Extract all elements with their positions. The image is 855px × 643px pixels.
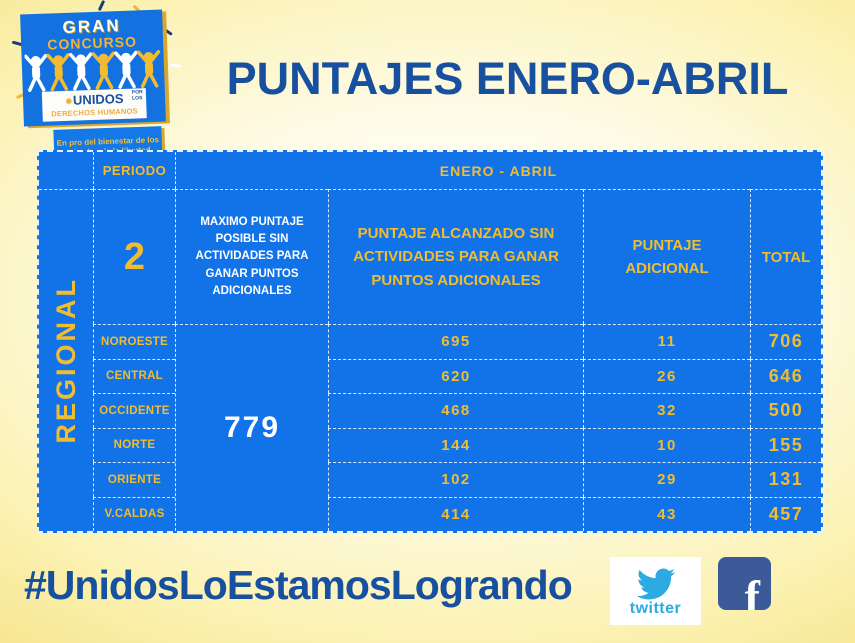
sun-icon: ✸ [64,96,74,109]
logo-card: GRAN CONCURSO [20,9,166,127]
regional-group-header: REGIONAL [39,189,93,531]
enero-abril-header: ENERO - ABRIL [175,152,821,189]
table-row-region: OCCIDENTE [93,393,175,428]
table-row-region: CENTRAL [93,358,175,393]
table-cell-additional: 11 [583,324,750,359]
regional-label: REGIONAL [50,277,81,444]
table-cell-achieved: 144 [328,427,583,462]
table-cell-additional: 43 [583,496,750,531]
table-cell-achieved: 414 [328,496,583,531]
table-row-region: NOROESTE [93,324,175,359]
facebook-f-letter: f [744,571,760,610]
sparkle-decoration [169,63,182,68]
por-los-text: POR LOS [131,89,143,102]
table-cell-achieved: 102 [328,462,583,497]
sparkle-decoration [97,0,106,12]
max-possible-header: MAXIMO PUNTAJE POSIBLE SIN ACTIVIDADES P… [175,189,328,324]
total-header: TOTAL [750,189,821,324]
table-cell-achieved: 695 [328,324,583,359]
table-cell-achieved: 468 [328,393,583,428]
gran-concurso-logo: GRAN CONCURSO [11,0,182,168]
twitter-logo[interactable]: twitter [610,557,701,625]
periodo-header: PERIODO [93,152,175,189]
table-cell-total: 500 [750,393,821,428]
table-cell-total: 646 [750,358,821,393]
table-cell-total: 457 [750,496,821,531]
unidos-badge: ✸UNIDOS POR LOS DERECHOS HUMANOS [41,88,147,122]
unidos-text: UNIDOS [72,90,124,108]
table-cell-total: 706 [750,324,821,359]
table-row-region: NORTE [93,427,175,462]
table-cell-total: 155 [750,427,821,462]
campaign-hashtag: #UnidosLoEstamosLogrando [24,561,573,608]
sparkle-decoration [162,27,173,36]
table-row-region: V.CALDAS [93,496,175,531]
scores-table: PERIODO ENERO - ABRIL REGIONAL 2 MAXIMO … [37,150,823,533]
twitter-bird-icon [636,568,675,599]
people-chain-figures [24,49,161,92]
additional-header: PUNTAJE ADICIONAL [583,189,750,324]
facebook-logo[interactable]: f [718,557,771,610]
table-cell-additional: 26 [583,358,750,393]
table-cell-achieved: 620 [328,358,583,393]
page-title: PUNTAJES ENERO-ABRIL [226,53,789,104]
derechos-humanos-text: DERECHOS HUMANOS [51,106,138,119]
achieved-header: PUNTAJE ALCANZADO SIN ACTIVIDADES PARA G… [328,189,583,324]
period-number: 2 [93,189,175,324]
table-row-region: ORIENTE [93,462,175,497]
max-possible-value: 779 [175,324,328,531]
table-cell-total: 131 [750,462,821,497]
table-cell-additional: 32 [583,393,750,428]
twitter-wordmark: twitter [629,599,682,617]
table-cell-additional: 10 [583,427,750,462]
table-cell-additional: 29 [583,462,750,497]
